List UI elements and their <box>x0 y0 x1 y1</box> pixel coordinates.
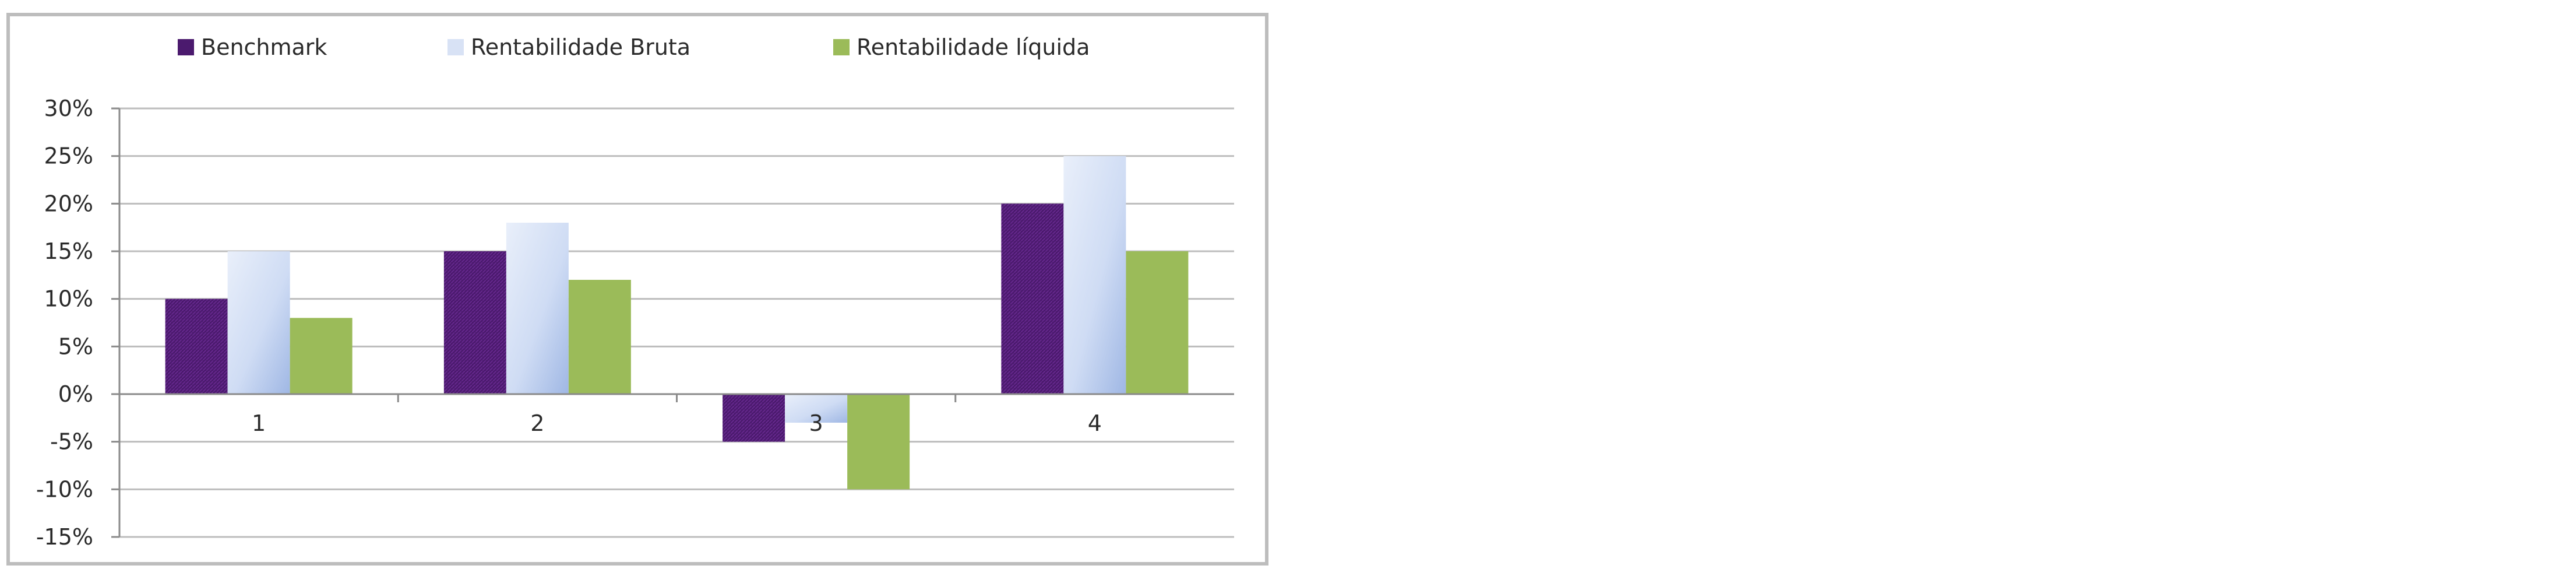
y-tick-label: 10% <box>44 286 93 312</box>
y-tick-label: 30% <box>44 96 93 121</box>
bar-rentabilidade-liquida-3 <box>847 394 910 490</box>
x-category-label: 4 <box>1088 410 1102 436</box>
legend-swatch <box>833 39 850 55</box>
y-tick-label: 25% <box>44 143 93 169</box>
bar-benchmark-3 <box>723 394 785 442</box>
y-tick-label: -15% <box>36 524 93 550</box>
y-tick-label: -10% <box>36 476 93 502</box>
x-category-label: 1 <box>252 410 266 436</box>
legend-label: Benchmark <box>201 34 327 60</box>
bar-rentabilidade-liquida-4 <box>1126 251 1189 394</box>
legend-item-rentabilidade-bruta: Rentabilidade Bruta <box>447 34 690 60</box>
bar-rentabilidade-liquida-1 <box>290 318 353 394</box>
bar-rentabilidade-bruta-4 <box>1063 156 1126 394</box>
legend-swatch <box>447 39 464 55</box>
legend-item-benchmark: Benchmark <box>178 34 327 60</box>
legend: Benchmark Rentabilidade Bruta Rentabilidad… <box>178 34 1090 60</box>
y-axis-tick-labels: 30% 25% 20% 15% 10% 5% 0% -5% -10% -15% <box>36 96 93 550</box>
axes <box>111 107 1234 538</box>
y-tick-label: 5% <box>58 333 93 359</box>
y-tick-label: 15% <box>44 238 93 264</box>
bar-rentabilidade-bruta-3 <box>785 394 848 423</box>
y-tick-label: 0% <box>58 381 93 407</box>
y-tick-label: -5% <box>50 429 93 455</box>
legend-item-rentabilidade-liquida: Rentabilidade líquida <box>833 34 1090 60</box>
legend-label: Rentabilidade líquida <box>857 34 1090 60</box>
legend-label: Rentabilidade Bruta <box>471 34 690 60</box>
x-category-label: 3 <box>809 410 823 436</box>
bar-benchmark-4 <box>1001 203 1064 394</box>
bar-rentabilidade-bruta-2 <box>506 223 569 394</box>
bar-rentabilidade-bruta-1 <box>227 251 290 394</box>
bar-benchmark-2 <box>443 251 506 394</box>
x-category-label: 2 <box>530 410 544 436</box>
bars <box>165 156 1189 490</box>
bar-rentabilidade-liquida-2 <box>568 280 631 394</box>
bar-benchmark-1 <box>165 298 228 394</box>
y-tick-label: 20% <box>44 191 93 216</box>
x-axis-category-labels: 1 2 3 4 <box>252 410 1102 436</box>
legend-swatch <box>178 39 194 55</box>
